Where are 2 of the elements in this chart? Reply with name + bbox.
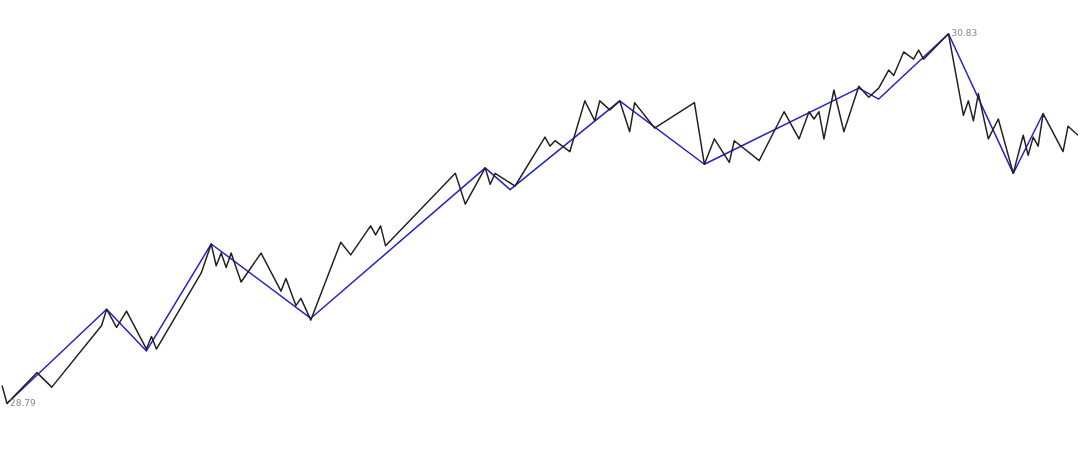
data-label: 30.83 xyxy=(951,28,978,39)
data-label: 28.79 xyxy=(9,397,37,408)
